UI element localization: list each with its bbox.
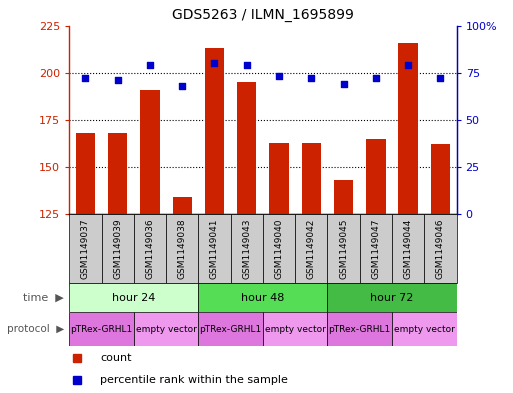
Bar [199, 283, 327, 312]
Bar [172, 197, 192, 214]
Text: GSM1149047: GSM1149047 [371, 219, 380, 279]
Text: GSM1149045: GSM1149045 [339, 219, 348, 279]
Bar [399, 42, 418, 214]
Bar [134, 312, 199, 346]
Bar [69, 283, 199, 312]
Bar [140, 90, 160, 214]
Bar [263, 214, 295, 283]
Text: GSM1149043: GSM1149043 [242, 219, 251, 279]
Text: GSM1149041: GSM1149041 [210, 219, 219, 279]
Bar [327, 312, 392, 346]
Point [81, 75, 89, 81]
Point [404, 62, 412, 68]
Bar [366, 139, 386, 214]
Text: percentile rank within the sample: percentile rank within the sample [100, 375, 288, 385]
Text: hour 72: hour 72 [370, 293, 413, 303]
Bar [269, 143, 289, 214]
Bar [360, 214, 392, 283]
Bar [69, 214, 102, 283]
Text: empty vector: empty vector [265, 325, 326, 334]
Point [243, 62, 251, 68]
Point [275, 73, 283, 80]
Bar [237, 82, 256, 214]
Point [340, 81, 348, 87]
Text: pTRex-GRHL1: pTRex-GRHL1 [200, 325, 262, 334]
Point [437, 75, 445, 81]
Bar [166, 214, 199, 283]
Text: GSM1149044: GSM1149044 [404, 219, 412, 279]
Text: protocol  ▶: protocol ▶ [7, 324, 64, 334]
Bar [134, 214, 166, 283]
Point [178, 83, 186, 89]
Bar [295, 214, 327, 283]
Bar [76, 133, 95, 214]
Text: empty vector: empty vector [394, 325, 455, 334]
Bar [327, 283, 457, 312]
Bar [108, 133, 127, 214]
Text: time  ▶: time ▶ [24, 293, 64, 303]
Text: hour 24: hour 24 [112, 293, 155, 303]
Text: empty vector: empty vector [135, 325, 196, 334]
Bar [199, 312, 263, 346]
Text: pTRex-GRHL1: pTRex-GRHL1 [70, 325, 133, 334]
Text: GSM1149039: GSM1149039 [113, 218, 122, 279]
Point [372, 75, 380, 81]
Text: GSM1149046: GSM1149046 [436, 219, 445, 279]
Point [307, 75, 315, 81]
Text: GSM1149040: GSM1149040 [274, 219, 284, 279]
Bar [199, 214, 231, 283]
Point [113, 77, 122, 83]
Title: GDS5263 / ILMN_1695899: GDS5263 / ILMN_1695899 [172, 8, 354, 22]
Bar [431, 144, 450, 214]
Point [146, 62, 154, 68]
Bar [334, 180, 353, 214]
Text: count: count [100, 353, 132, 364]
Text: pTRex-GRHL1: pTRex-GRHL1 [329, 325, 391, 334]
Text: GSM1149037: GSM1149037 [81, 218, 90, 279]
Bar [327, 214, 360, 283]
Point [210, 60, 219, 66]
Bar [69, 312, 134, 346]
Text: GSM1149042: GSM1149042 [307, 219, 316, 279]
Text: GSM1149038: GSM1149038 [177, 218, 187, 279]
Text: hour 48: hour 48 [241, 293, 285, 303]
Bar [424, 214, 457, 283]
Bar [205, 48, 224, 214]
Text: GSM1149036: GSM1149036 [146, 218, 154, 279]
Bar [302, 143, 321, 214]
Bar [392, 214, 424, 283]
Bar [231, 214, 263, 283]
Bar [392, 312, 457, 346]
Bar [263, 312, 327, 346]
Bar [102, 214, 134, 283]
